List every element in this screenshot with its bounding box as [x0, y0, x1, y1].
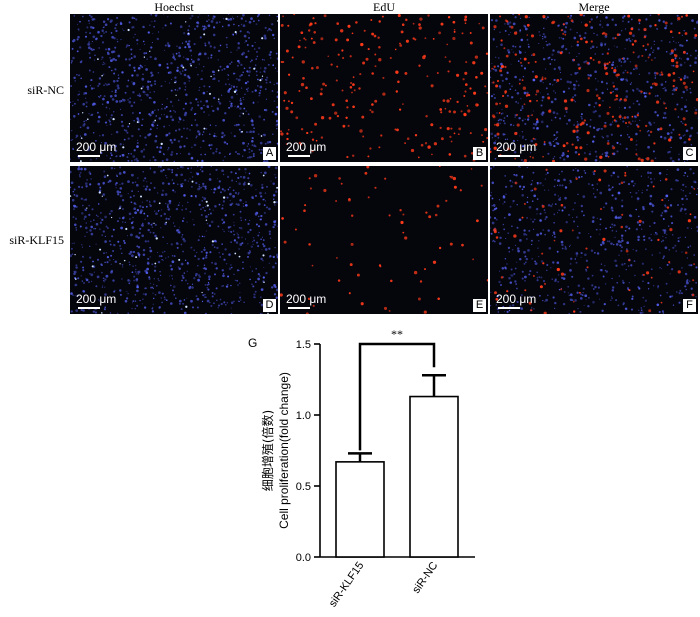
panel-letter: B: [473, 147, 486, 160]
micrograph-image: [70, 166, 278, 314]
bar-sir-nc: [409, 395, 459, 558]
y-tick-label: 0.0: [296, 552, 311, 564]
column-header-edu: EdU: [373, 0, 395, 14]
x-tick-label: siR-KLF15: [327, 560, 367, 609]
micrograph-panel-b: 200 μm B: [280, 14, 488, 162]
panel-letter: D: [263, 299, 276, 312]
panel-letter: A: [263, 147, 276, 160]
scale-bar: 200 μm: [496, 140, 536, 157]
significance-bracket: [358, 342, 436, 451]
micrograph-panel-c: 200 μm C: [490, 14, 698, 162]
panel-letter: E: [473, 299, 486, 312]
y-axis-label-cn: 细胞增殖(倍数): [260, 410, 275, 491]
micrograph-image: [490, 166, 698, 314]
micrograph-image: [280, 14, 488, 162]
column-header-hoechst: Hoechst: [154, 0, 194, 14]
row-label-sir-klf15: siR-KLF15: [9, 233, 64, 247]
chart-panel-letter: G: [248, 336, 258, 350]
row-label-sir-nc: siR-NC: [27, 83, 64, 97]
y-tick-label: 1.5: [296, 339, 311, 351]
micrograph-image: [280, 166, 488, 314]
panel-letter: C: [683, 147, 696, 160]
x-tick-label: siR-NC: [410, 560, 440, 596]
scale-bar: 200 μm: [286, 140, 326, 157]
micrograph-panel-e: 200 μm E: [280, 166, 488, 314]
scale-bar: 200 μm: [76, 292, 116, 309]
micrograph-panel-f: 200 μm F: [490, 166, 698, 314]
micrograph-panel-a: 200 μm A: [70, 14, 278, 162]
y-tick-label: 1.0: [296, 410, 311, 422]
bar-chart: 0.0 0.5 1.0 1.5 siR-KLF15 siR-NC ** 细胞增殖(倍数) Cel…: [260, 330, 475, 609]
scale-bar: 200 μm: [286, 292, 326, 309]
column-header-merge: Merge: [578, 0, 610, 14]
micrograph-panel-d: 200 μm D: [70, 166, 278, 314]
panel-letter: F: [683, 299, 696, 312]
micrograph-image: [70, 14, 278, 162]
significance-label: **: [391, 330, 403, 341]
micrograph-image: [490, 14, 698, 162]
y-axis-label-en: Cell proliferation(fold change): [277, 372, 291, 529]
bar-sir-klf15: [335, 461, 385, 558]
scale-bar: 200 μm: [496, 292, 536, 309]
scale-bar: 200 μm: [76, 140, 116, 157]
y-tick-label: 0.5: [296, 481, 311, 493]
